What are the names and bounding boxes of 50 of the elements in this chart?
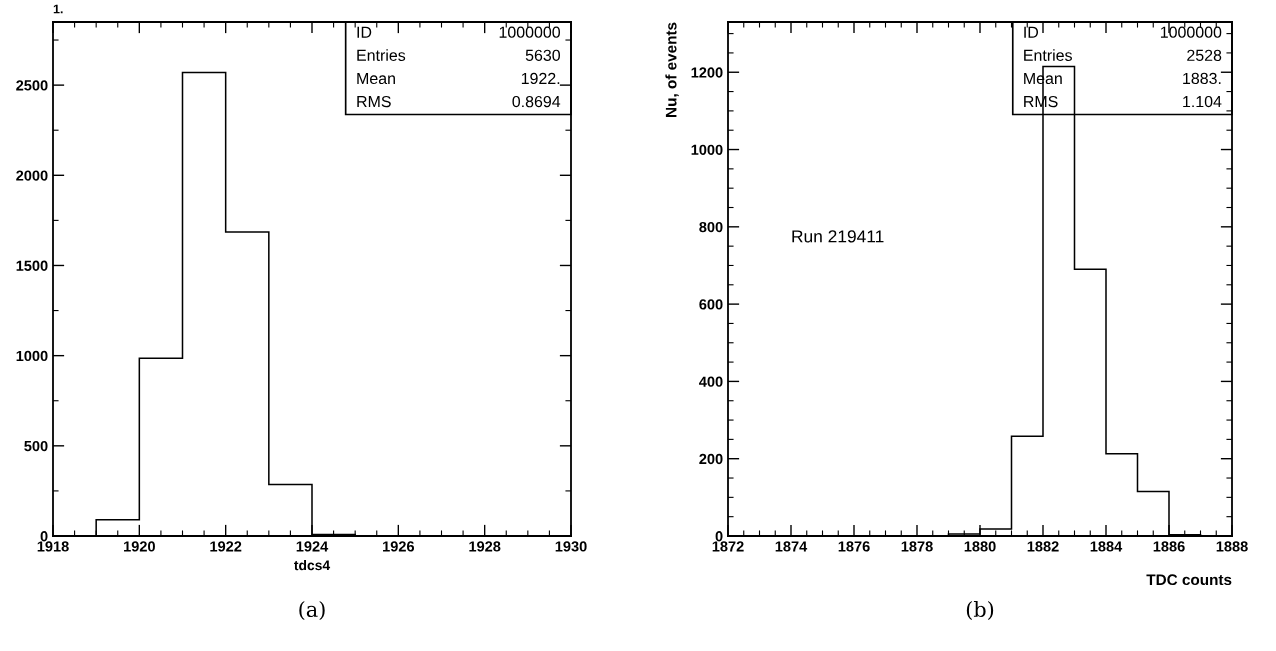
annotation: Run 219411 — [792, 230, 884, 243]
x-axis-title: TDC counts — [1146, 574, 1232, 586]
annotation: 1000000 — [499, 26, 561, 38]
y-axis-title: Nu, of events — [665, 22, 679, 117]
x-tick-label: 1888 — [1216, 541, 1248, 552]
x-tick-label: 1878 — [901, 541, 933, 552]
y-tick-label: 800 — [699, 221, 723, 233]
text: (b) — [966, 600, 994, 621]
x-tick-label: 1874 — [775, 541, 808, 552]
y-tick-label: 200 — [699, 453, 723, 465]
annotation: ID — [1024, 26, 1039, 38]
x-tick-label: 1920 — [124, 541, 155, 552]
y-tick-label: 500 — [24, 440, 48, 452]
y-tick-label: 0 — [715, 531, 723, 542]
annotation: 1883. — [1183, 72, 1221, 85]
y-tick-label: 1000 — [691, 144, 723, 155]
annotation: 1922. — [521, 72, 560, 85]
annotation: ID — [357, 26, 372, 38]
annotation: Entries — [1024, 49, 1072, 61]
y-tick-label: 400 — [699, 376, 723, 387]
y-tick-label: 600 — [699, 299, 723, 310]
y-tick-label: 2500 — [16, 80, 48, 91]
annotation: Mean — [357, 72, 395, 85]
annotation: 1.104 — [1183, 95, 1222, 108]
x-tick-label: 1884 — [1090, 541, 1123, 552]
x-tick-label: 1930 — [555, 541, 587, 552]
y-tick-label: 1200 — [691, 67, 723, 78]
x-tick-label: 1922 — [210, 541, 242, 552]
x-tick-label: 1872 — [712, 541, 744, 552]
annotation: RMS — [357, 95, 391, 108]
y-tick-label: 1000 — [16, 350, 48, 362]
annotation: 0.8694 — [512, 95, 561, 108]
x-tick-label: 1882 — [1027, 541, 1059, 552]
annotation: 1000000 — [1160, 26, 1222, 38]
x-tick-label: 1876 — [838, 541, 870, 552]
text: 1. — [53, 4, 63, 14]
annotation: Entries — [357, 49, 406, 61]
text: (a) — [299, 600, 325, 621]
x-tick-label: 1928 — [469, 541, 501, 552]
annotation: 5630 — [525, 49, 561, 61]
x-axis-title: tdcs4 — [294, 560, 331, 571]
y-tick-label: 2000 — [16, 170, 48, 181]
x-tick-label: 1880 — [964, 541, 996, 552]
y-tick-label: 0 — [40, 531, 48, 542]
x-tick-label: 1886 — [1153, 541, 1185, 552]
y-tick-label: 1500 — [16, 260, 48, 271]
x-tick-label: 1924 — [296, 541, 329, 552]
x-tick-label: 1918 — [37, 541, 69, 552]
annotation: 2528 — [1187, 49, 1222, 61]
x-tick-label: 1926 — [383, 541, 415, 552]
